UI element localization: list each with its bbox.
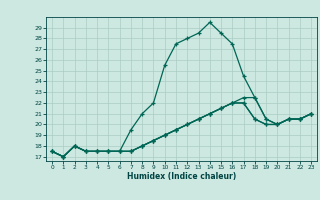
X-axis label: Humidex (Indice chaleur): Humidex (Indice chaleur) <box>127 172 236 181</box>
